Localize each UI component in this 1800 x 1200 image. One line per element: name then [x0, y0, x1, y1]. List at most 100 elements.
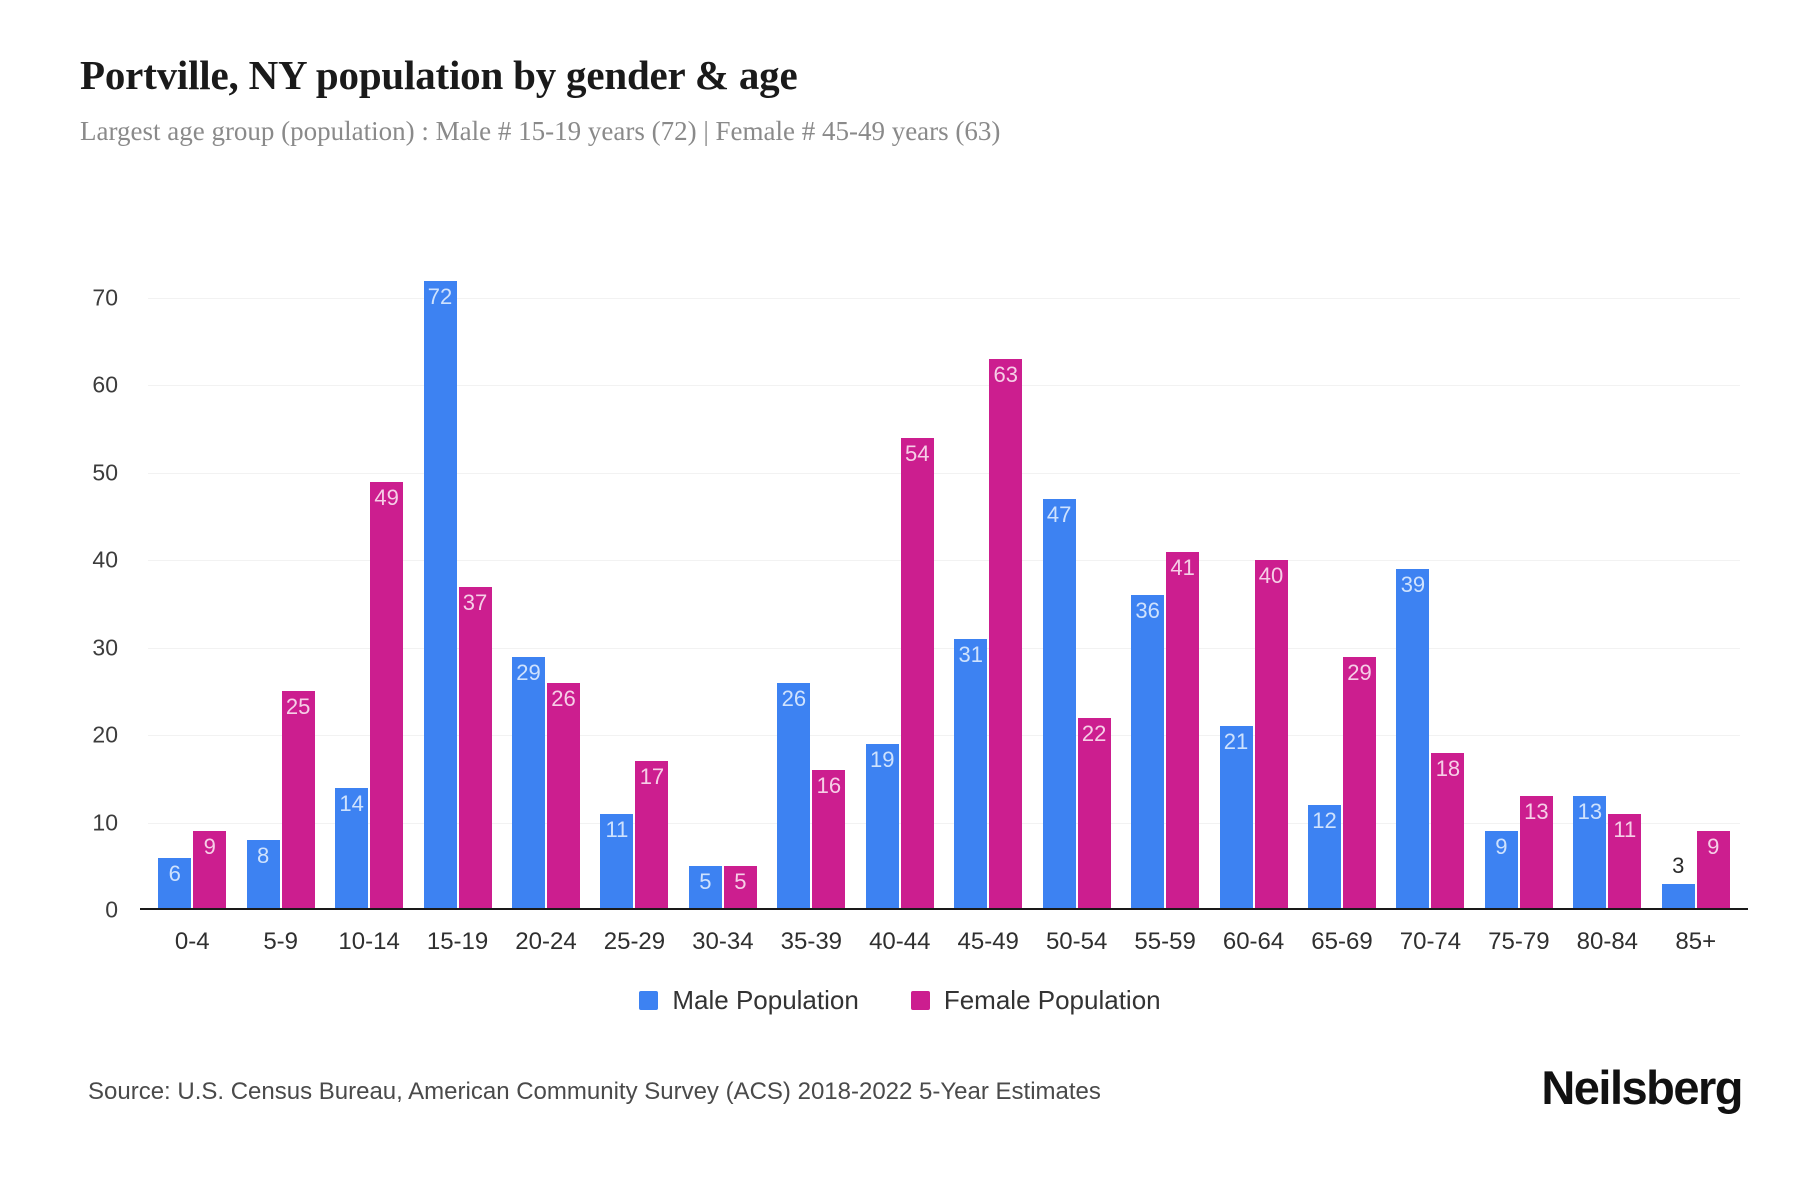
- bar[interactable]: 25: [281, 691, 315, 910]
- page-title: Portville, NY population by gender & age: [80, 52, 798, 98]
- bar[interactable]: 13: [1519, 796, 1553, 910]
- gridline: [148, 735, 1740, 737]
- legend-item[interactable]: Female Population: [910, 985, 1161, 1016]
- plot-area: 0 10 20 30 40 50 60 70 6 9 8 25 14 49 72 37 29 26 11 17 5 5 2…: [0, 250, 1800, 955]
- bar[interactable]: 39: [1396, 569, 1430, 910]
- y-axis-tick-label: 0: [105, 896, 118, 923]
- y-axis-tick-label: 60: [92, 371, 118, 398]
- bar-value-label: 13: [1577, 799, 1603, 825]
- bar[interactable]: 5: [723, 866, 757, 910]
- bar-value-label: 18: [1435, 755, 1461, 781]
- bar-value-label: 26: [781, 685, 807, 711]
- x-axis-tick-label: 50-54: [1045, 928, 1108, 955]
- bar[interactable]: 12: [1307, 805, 1341, 910]
- bar[interactable]: 22: [1077, 717, 1111, 910]
- bar-value-label: 5: [734, 869, 747, 895]
- bar-group: 29 26: [502, 250, 590, 910]
- x-axis-tick-label: 80-84: [1576, 928, 1639, 955]
- bar[interactable]: 29: [1342, 656, 1376, 910]
- bar[interactable]: 8: [246, 840, 280, 910]
- bar[interactable]: 6: [158, 857, 192, 910]
- bar-value-label: 3: [1672, 852, 1685, 878]
- bar-value-label: 19: [870, 746, 895, 772]
- bar-value-label: 36: [1135, 598, 1160, 624]
- bar[interactable]: 3: [1661, 854, 1695, 910]
- gridline: [148, 298, 1740, 300]
- bar-value-label: 22: [1081, 720, 1107, 746]
- bar-value-label: 8: [257, 843, 270, 869]
- bar[interactable]: 17: [635, 761, 669, 910]
- gridline: [148, 822, 1740, 824]
- bar-group: 19 54: [856, 250, 944, 910]
- bar[interactable]: 49: [370, 481, 404, 910]
- legend-item[interactable]: Male Population: [639, 985, 859, 1016]
- bar[interactable]: 72: [423, 280, 457, 910]
- source-note: Source: U.S. Census Bureau, American Com…: [88, 1078, 1101, 1105]
- chart-subtitle: Largest age group (population) : Male # …: [80, 116, 1001, 147]
- bar[interactable]: 13: [1573, 796, 1607, 910]
- x-axis-tick-label: 10-14: [338, 928, 400, 955]
- x-axis-line: [140, 908, 1748, 910]
- bar-value-label: 6: [168, 860, 181, 886]
- bar[interactable]: 5: [688, 866, 722, 910]
- gridline: [148, 385, 1740, 387]
- bar-group: 31 63: [944, 250, 1032, 910]
- bar-value-label: 17: [639, 764, 665, 790]
- bar-group: 39 18: [1386, 250, 1474, 910]
- bar-value-label: 29: [516, 659, 541, 685]
- bar-value-label: 72: [427, 283, 453, 309]
- bar-value-label: 39: [1400, 572, 1426, 598]
- bar-value-label: 37: [462, 589, 488, 615]
- bar[interactable]: 36: [1131, 595, 1165, 910]
- bar-value-label: 26: [551, 685, 576, 711]
- bar[interactable]: 16: [812, 770, 846, 910]
- bar[interactable]: 54: [900, 437, 934, 910]
- bar[interactable]: 47: [1042, 499, 1076, 910]
- bar-value-label: 47: [1046, 502, 1072, 528]
- bar[interactable]: 19: [865, 743, 899, 910]
- bar[interactable]: 37: [458, 586, 492, 910]
- y-axis-tick-label: 50: [92, 459, 118, 486]
- x-axis-tick-label: 45-49: [957, 928, 1019, 955]
- bar-value-label: 9: [203, 834, 216, 860]
- bar-value-label: 9: [1495, 834, 1508, 860]
- bar[interactable]: 31: [954, 639, 988, 910]
- bar-value-label: 11: [1613, 816, 1637, 842]
- bar[interactable]: 26: [546, 682, 580, 910]
- bar[interactable]: 9: [1696, 831, 1730, 910]
- x-axis-tick-label: 75-79: [1488, 928, 1550, 955]
- bar[interactable]: 18: [1431, 752, 1465, 910]
- bar[interactable]: 9: [193, 831, 227, 910]
- bar[interactable]: 9: [1484, 831, 1518, 910]
- bar[interactable]: 11: [1608, 813, 1642, 910]
- bar[interactable]: 26: [777, 682, 811, 910]
- bar[interactable]: 63: [989, 359, 1023, 910]
- bar-group: 8 25: [236, 250, 324, 910]
- bar-group: 9 13: [1475, 250, 1563, 910]
- x-axis-tick-label: 40-44: [869, 928, 931, 955]
- bar[interactable]: 41: [1166, 551, 1200, 910]
- legend-label: Female Population: [943, 985, 1161, 1015]
- x-axis-tick-label: 25-29: [603, 928, 666, 955]
- bar[interactable]: 14: [335, 787, 369, 910]
- legend-label: Male Population: [672, 985, 859, 1015]
- bar-value-label: 9: [1707, 834, 1720, 860]
- x-axis-tick-label: 0-4: [174, 928, 210, 955]
- neilsberg-logo: Neilsberg: [1541, 1061, 1743, 1114]
- bar-group: 13 11: [1563, 250, 1651, 910]
- x-axis-tick-label: 60-64: [1222, 928, 1285, 955]
- bar[interactable]: 21: [1219, 726, 1253, 910]
- y-axis-tick-label: 20: [92, 721, 118, 748]
- bar[interactable]: 40: [1254, 560, 1288, 910]
- x-axis-tick-label: 65-69: [1311, 928, 1373, 955]
- bar-value-label: 16: [816, 773, 842, 799]
- chart-legend: Male Population Female Population: [0, 985, 1800, 1016]
- bar[interactable]: 11: [600, 813, 634, 910]
- bar-value-label: 5: [699, 869, 712, 895]
- bar-group: 14 49: [325, 250, 413, 910]
- gridline: [148, 647, 1740, 649]
- bar[interactable]: 29: [511, 656, 545, 910]
